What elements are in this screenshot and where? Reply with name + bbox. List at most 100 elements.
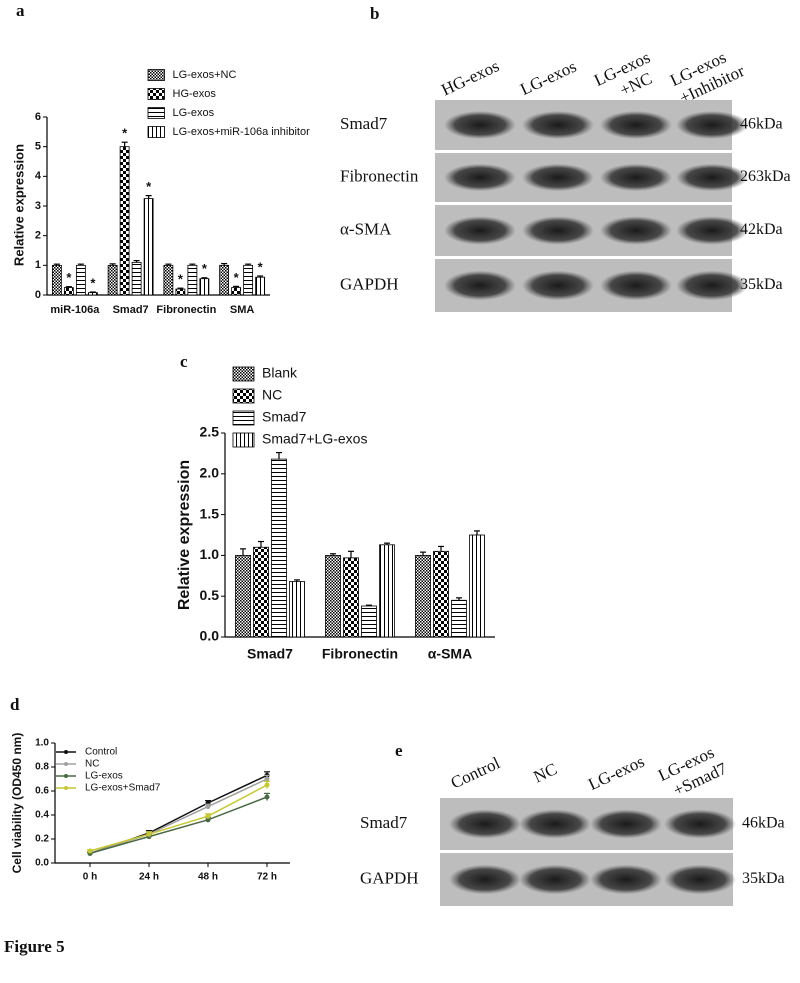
y-tick-label: 1 — [35, 259, 41, 271]
x-tick-label: 24 h — [139, 872, 159, 883]
x-tick-label: Fibronectin — [322, 646, 398, 662]
bar — [107, 264, 118, 296]
lane-label-line: NC — [531, 759, 560, 786]
bar — [63, 287, 74, 296]
blot-band — [676, 216, 748, 245]
legend-swatch — [147, 107, 165, 119]
x-tick-label: α-SMA — [428, 646, 472, 662]
blot-band — [600, 163, 672, 192]
y-tick-label: 2.0 — [200, 465, 220, 481]
row-label: Smad7 — [360, 813, 408, 832]
row-label: GAPDH — [340, 274, 399, 293]
blot-band — [664, 809, 736, 839]
blot-band — [444, 270, 516, 301]
lane-label: LG-exos+Smad7 — [655, 740, 730, 803]
bar — [433, 550, 449, 638]
size-label: 46kDa — [740, 116, 783, 133]
y-axis-label: Relative expression — [11, 144, 26, 266]
bar — [325, 555, 341, 638]
row-label: GAPDH — [360, 868, 419, 887]
legend-marker — [64, 750, 68, 754]
blot-band — [600, 216, 672, 245]
size-label: 46kDa — [742, 815, 785, 832]
lane-label: LG-exos — [585, 752, 647, 794]
lane-label-line: LG-exos — [585, 752, 647, 794]
panel-letter: e — [395, 741, 403, 760]
legend-label: Blank — [262, 365, 298, 381]
blot-band — [590, 809, 662, 839]
lane-label: LG-exos+Inhibitor — [667, 43, 747, 108]
significance-mark: * — [258, 259, 264, 274]
y-axis-label: Cell viability (OD450 nm) — [10, 733, 24, 874]
legend-marker — [64, 786, 68, 790]
blot-band — [519, 809, 591, 839]
blot-band — [522, 270, 594, 301]
figure-label: Figure 5 — [4, 937, 65, 956]
x-tick-label: 0 h — [83, 872, 97, 883]
legend-swatch — [147, 88, 165, 100]
blot-band — [676, 163, 748, 192]
lane-label: Control — [448, 753, 503, 792]
legend-label: LG-exos+Smad7 — [85, 783, 161, 794]
bar — [243, 264, 254, 296]
bar — [379, 544, 395, 638]
y-tick-label: 0.2 — [35, 834, 49, 845]
legend-marker — [64, 774, 68, 778]
legend-marker — [64, 762, 68, 766]
bar — [289, 581, 305, 638]
bar — [119, 146, 130, 296]
bar — [163, 264, 174, 296]
blot-band — [676, 270, 748, 301]
legend-swatch — [232, 388, 255, 404]
size-label: 35kDa — [742, 870, 785, 887]
bar — [343, 557, 359, 638]
line — [89, 778, 268, 855]
legend-label: LG-exos+NC — [173, 69, 237, 81]
legend-label: LG-exos+miR-106a inhibitor — [173, 126, 311, 138]
y-tick-label: 2.5 — [200, 424, 220, 440]
y-axis-label: Relative expression — [176, 460, 193, 610]
panel-letter: d — [10, 695, 20, 714]
blot-band — [522, 216, 594, 245]
bar — [451, 599, 467, 638]
lane-label: LG-exos+NC — [591, 48, 661, 108]
bar — [87, 292, 98, 296]
x-tick-label: SMA — [230, 304, 255, 316]
lane-label-line: HG-exos — [438, 56, 502, 99]
size-label: 263kDa — [740, 168, 791, 185]
bar — [175, 288, 186, 296]
significance-mark: * — [122, 126, 128, 141]
significance-mark: * — [66, 270, 72, 285]
legend-label: HG-exos — [173, 88, 217, 100]
size-label: 42kDa — [740, 221, 783, 238]
bar — [469, 534, 485, 638]
row-label: Fibronectin — [340, 166, 419, 185]
line — [89, 784, 268, 852]
bar — [235, 555, 251, 638]
significance-mark: * — [146, 179, 152, 194]
bar — [187, 264, 198, 296]
y-tick-label: 1.0 — [35, 738, 49, 749]
legend-swatch — [232, 410, 255, 426]
bar — [199, 278, 210, 296]
significance-mark: * — [90, 275, 96, 290]
blot-band — [600, 111, 672, 139]
bar — [75, 264, 86, 296]
size-label: 35kDa — [740, 276, 783, 293]
y-tick-label: 0.6 — [35, 786, 49, 797]
blot-band — [522, 163, 594, 192]
legend-swatch — [147, 126, 165, 138]
blot-band — [449, 809, 521, 839]
lane-label-line: LG-exos — [517, 57, 579, 99]
bar — [143, 198, 154, 296]
blot-band — [444, 111, 516, 139]
legend-swatch — [232, 366, 255, 382]
significance-mark: * — [178, 272, 184, 287]
bar — [255, 276, 266, 296]
row-label: Smad7 — [340, 114, 388, 133]
panel-letter: c — [180, 352, 188, 371]
significance-mark: * — [202, 261, 208, 276]
blot-band — [590, 864, 662, 895]
bar — [253, 546, 269, 638]
